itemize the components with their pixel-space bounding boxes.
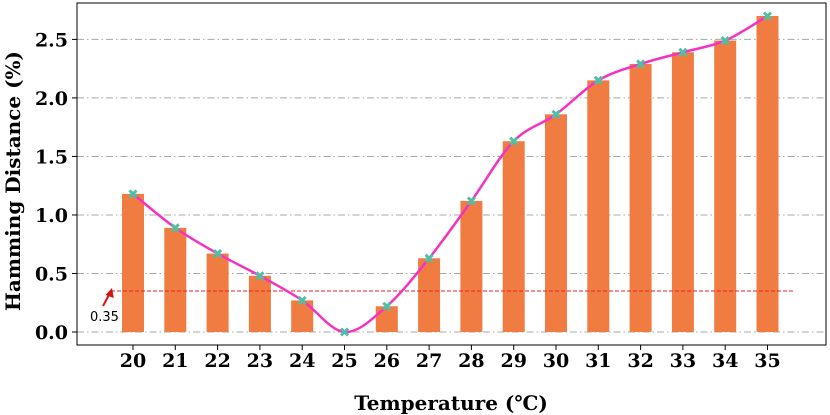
x-tick-label: 32	[627, 350, 653, 372]
bar-28	[460, 200, 483, 332]
y-tick-label: 2.0	[35, 88, 68, 110]
x-tick-label: 34	[712, 350, 738, 372]
marker-32	[636, 59, 646, 69]
plot-frame	[76, 2, 827, 346]
bar-29	[502, 141, 525, 332]
bar-33	[671, 52, 694, 332]
x-ticks: 20 21 22 23 24 25 26 27 28 29 30 31 32 33 34 35	[120, 345, 781, 372]
marker-27	[424, 253, 434, 263]
markers	[128, 11, 773, 337]
marker-29	[509, 136, 519, 146]
bar-24	[291, 300, 314, 332]
threshold-label: 0.35	[90, 310, 119, 325]
marker-25	[339, 327, 350, 337]
y-tick-label: 0.0	[35, 322, 68, 344]
y-tick-label: 1.0	[35, 205, 68, 227]
x-tick-label: 30	[543, 350, 569, 372]
x-tick-label: 20	[120, 350, 146, 372]
bar-23	[248, 275, 271, 332]
bar-30	[545, 114, 567, 332]
bar-22	[206, 253, 229, 332]
trend-line	[132, 14, 769, 334]
x-tick-label: 23	[247, 350, 273, 372]
bar-34	[714, 40, 737, 332]
marker-28	[466, 196, 476, 206]
y-axis-title: Hamming Distance (%)	[1, 51, 25, 311]
y-ticks: 0.0 0.5 1.0 1.5 2.0 2.5	[35, 29, 77, 344]
bar-20	[122, 193, 144, 332]
x-tick-label: 26	[374, 350, 400, 372]
x-tick-label: 28	[458, 350, 484, 372]
marker-33	[678, 47, 688, 57]
marker-34	[720, 36, 730, 46]
x-tick-label: 29	[500, 350, 526, 372]
bar-35	[756, 16, 779, 332]
x-tick-label: 22	[204, 350, 230, 372]
y-tick-label: 1.5	[35, 146, 68, 168]
bars	[122, 16, 779, 333]
bar-32	[629, 63, 652, 333]
marker-26	[382, 301, 392, 311]
gridlines	[77, 38, 826, 333]
x-tick-label: 25	[331, 350, 357, 372]
marker-31	[593, 75, 603, 85]
x-tick-label: 27	[416, 350, 442, 372]
marker-30	[551, 109, 561, 119]
x-tick-label: 24	[289, 350, 315, 372]
y-tick-label: 0.5	[35, 263, 68, 285]
marker-21	[170, 223, 180, 233]
x-tick-label: 33	[670, 350, 696, 372]
marker-23	[255, 271, 265, 281]
x-axis-title: Temperature (℃)	[354, 391, 548, 415]
bar-26	[375, 306, 398, 332]
y-tick-label: 2.5	[35, 29, 68, 51]
marker-20	[128, 189, 138, 199]
bar-21	[164, 227, 187, 332]
x-tick-label: 21	[162, 350, 188, 372]
threshold-annotation: 0.35	[90, 288, 119, 325]
x-tick-label: 35	[754, 350, 780, 372]
threshold-arrowhead	[105, 288, 114, 298]
marker-24	[297, 295, 307, 305]
bar-27	[418, 258, 441, 332]
marker-22	[213, 249, 223, 259]
marker-35	[762, 11, 773, 21]
bar-31	[587, 80, 610, 333]
x-tick-label: 31	[585, 350, 611, 372]
